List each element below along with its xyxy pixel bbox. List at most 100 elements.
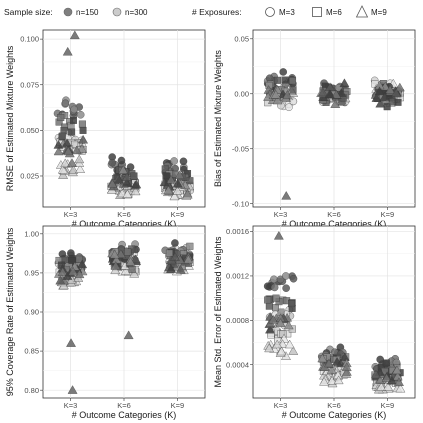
data-point [162,172,170,180]
data-point [122,172,132,181]
y-tick-label: 0.0012 [226,272,249,281]
data-point [70,105,78,114]
data-point [179,157,188,166]
data-point [272,294,280,302]
data-point [68,256,76,264]
x-tick-label: K=3 [64,401,78,410]
data-point [166,175,176,184]
data-point [161,165,169,173]
data-point [62,271,73,280]
data-point [282,284,290,292]
y-tick-label: 0.95 [24,269,39,278]
y-tick-label: 0.0016 [226,227,249,236]
data-point [78,120,86,128]
legend-sample-swatch [63,7,73,17]
data-point [77,144,87,153]
data-point [186,177,194,185]
data-point [263,282,272,290]
data-point [62,46,73,56]
data-point [109,249,120,259]
data-point [376,355,384,364]
data-point [110,265,121,274]
data-point [318,87,328,97]
data-point [265,302,273,310]
data-point [122,189,133,198]
data-point [282,272,290,280]
data-point [341,362,352,372]
y-tick-label: 0.90 [24,308,39,317]
y-tick-label: 0.050 [20,126,39,135]
data-point [317,353,328,363]
data-point [118,165,129,174]
y-axis-label: Mean Std. Error of Estimated Weights [213,236,223,387]
data-point [69,116,77,124]
data-point [131,179,142,189]
legend-sample-items: n=150 n=300 [63,7,148,17]
data-point [186,242,194,250]
data-point [130,254,141,264]
data-point [381,373,392,382]
data-point [129,269,140,278]
data-point [77,259,88,269]
data-point [289,86,297,94]
data-point [319,376,329,386]
data-point [58,132,66,140]
data-point [53,146,64,156]
x-tick-label: K=9 [171,401,185,410]
data-point [383,382,393,391]
y-tick-label: 0.00 [234,89,249,98]
data-point [61,99,70,107]
legend-sample-swatch [112,7,122,17]
x-tick-label: K=9 [171,210,185,219]
data-point [333,375,344,385]
x-tick-label: K=6 [117,401,131,410]
data-point [270,89,281,99]
data-point [284,339,295,349]
data-point [274,76,281,84]
y-tick-label: 0.075 [20,80,39,89]
y-axis-label: 95% Coverage Rate of Estimated Weights [5,227,15,396]
y-tick-label: -0.05 [232,144,249,153]
x-tick-label: K=6 [327,210,341,219]
data-point [172,186,183,195]
data-point [172,178,183,188]
data-point [60,158,71,168]
x-tick-label: K=3 [274,401,288,410]
y-axis-label: RMSE of Estimated Mixture Weights [5,45,15,191]
data-point [330,99,341,108]
data-point [385,85,395,94]
x-tick-label: K=9 [381,401,395,410]
y-tick-label: -0.10 [232,199,249,208]
y-axis-label: Bias of Estimated Mixture Weights [213,50,223,187]
data-point [159,177,170,187]
x-tick-label: K=6 [117,210,131,219]
data-point [268,315,279,324]
data-point [67,158,77,167]
data-point [341,367,352,376]
data-point [79,126,87,134]
y-tick-label: 0.0008 [226,316,249,325]
x-tick-label: K=9 [381,210,395,219]
data-point [107,179,118,188]
legend-exposure-label: M=6 [326,8,342,17]
x-axis-label: # Outcome Categories (K) [282,410,387,420]
data-point [394,98,402,106]
legend-exposure-label: M=9 [371,8,387,17]
y-tick-label: 0.80 [24,386,39,395]
data-points [54,239,194,394]
y-tick-label: 0.05 [234,34,249,43]
data-point [379,91,390,101]
data-point [392,365,402,375]
data-point [375,98,386,108]
data-point [61,256,69,264]
chart-panel-4: 0.0004 0.0008 0.0012 0.0016 K=3 K=6 K=9# Outco… [213,225,416,420]
data-point [285,103,293,111]
data-point [326,365,337,374]
data-point [276,346,287,356]
data-point [57,267,68,276]
data-point [270,283,279,292]
chart-panel-2: -0.10 -0.05 0.00 0.05 K=3 K=6 K=9# Outcome Cat… [213,29,416,229]
legend-exposure-items: M=3 M=6 M=9 [265,5,387,18]
data-point [281,76,289,84]
